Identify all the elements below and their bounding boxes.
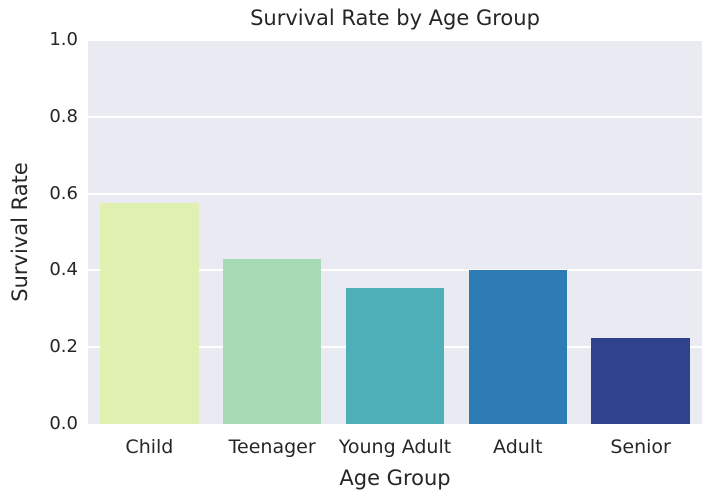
bar-young-adult — [345, 287, 445, 424]
x-tick-label: Child — [125, 436, 174, 458]
gridline — [88, 39, 702, 41]
bar-senior — [591, 337, 690, 424]
plot-area — [88, 39, 702, 424]
y-tick-label: 0.2 — [49, 336, 78, 358]
chart-title: Survival Rate by Age Group — [250, 6, 540, 30]
y-tick-label: 1.0 — [49, 29, 78, 50]
gridline — [88, 115, 702, 118]
y-axis-label: Survival Rate — [8, 162, 32, 302]
x-tick-label: Young Adult — [338, 436, 452, 458]
x-tick-label: Adult — [493, 436, 543, 458]
y-tick-label: 0.8 — [49, 105, 78, 127]
gridline — [88, 269, 702, 272]
bar-child — [100, 203, 199, 424]
bar-teenager — [223, 258, 322, 424]
y-tick-label: 0.0 — [49, 413, 78, 434]
x-axis-label: Age Group — [339, 466, 451, 490]
x-tick-label: Senior — [610, 436, 671, 458]
gridline — [88, 192, 702, 195]
y-tick-label: 0.6 — [49, 182, 78, 204]
y-tick-label: 0.4 — [49, 259, 78, 281]
bar-adult — [468, 270, 567, 424]
x-tick-label: Teenager — [228, 436, 316, 458]
